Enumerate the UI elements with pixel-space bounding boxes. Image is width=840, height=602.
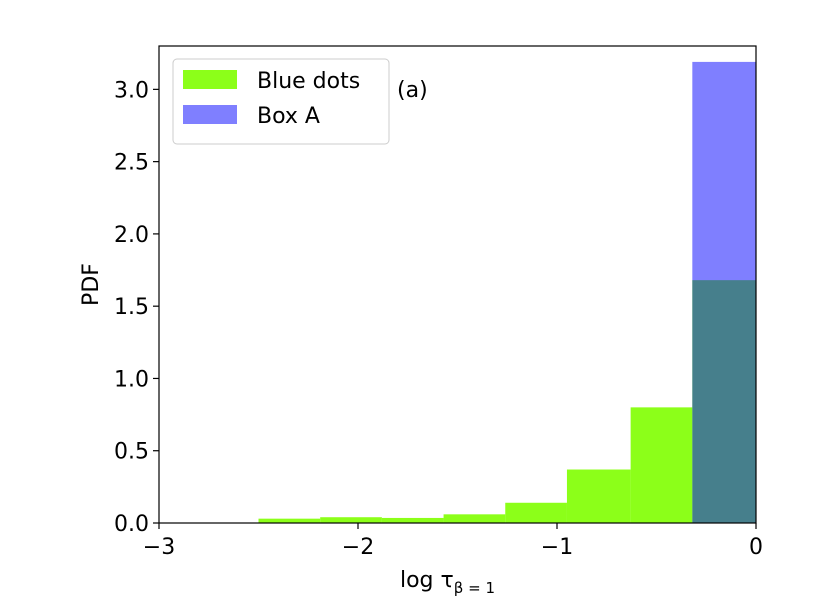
plot-frame xyxy=(158,45,757,524)
x-tick-label: −3 xyxy=(143,535,175,560)
legend-swatch-blue-dots xyxy=(183,70,237,89)
bars-layer xyxy=(258,61,756,524)
bar-blue-dots-3 xyxy=(443,514,506,523)
x-axis-label-main: log τ xyxy=(400,568,454,593)
bar-blue-dots-2 xyxy=(381,517,444,523)
bar-blue-dots-5 xyxy=(566,469,631,523)
y-axis-ticks: 0.0 0.5 1.0 1.5 2.0 2.5 3.0 xyxy=(114,78,159,537)
bar-blue-dots-0 xyxy=(258,518,321,523)
x-axis-label: log τβ = 1 xyxy=(400,568,495,597)
panel-annotation: (a) xyxy=(397,78,428,103)
x-tick-label: 0 xyxy=(749,535,763,560)
y-tick-label: 0.5 xyxy=(114,440,149,465)
bar-blue-dots-1 xyxy=(320,517,382,523)
y-tick-label: 0.0 xyxy=(114,512,149,537)
y-tick-label: 1.5 xyxy=(114,295,149,320)
x-tick-label: −2 xyxy=(342,535,374,560)
bar-blue-dots-6 xyxy=(630,407,693,523)
bar-blue-dots-4 xyxy=(505,502,567,523)
bar-box-a-0 xyxy=(692,61,756,524)
x-axis-ticks: −3 −2 −1 0 xyxy=(143,523,763,560)
legend: Blue dots Box A xyxy=(172,58,390,145)
legend-swatch-box-a xyxy=(183,105,237,124)
x-tick-label: −1 xyxy=(541,535,573,560)
y-tick-label: 1.0 xyxy=(114,367,149,392)
y-tick-label: 3.0 xyxy=(114,78,149,103)
legend-label-box-a: Box A xyxy=(257,104,320,129)
x-axis-label-subscript: β = 1 xyxy=(454,579,495,597)
legend-items: Blue dots Box A xyxy=(183,69,360,129)
legend-label-blue-dots: Blue dots xyxy=(257,69,360,94)
y-tick-label: 2.5 xyxy=(114,151,149,176)
y-tick-label: 2.0 xyxy=(114,223,149,248)
y-axis-label: PDF xyxy=(79,263,104,306)
